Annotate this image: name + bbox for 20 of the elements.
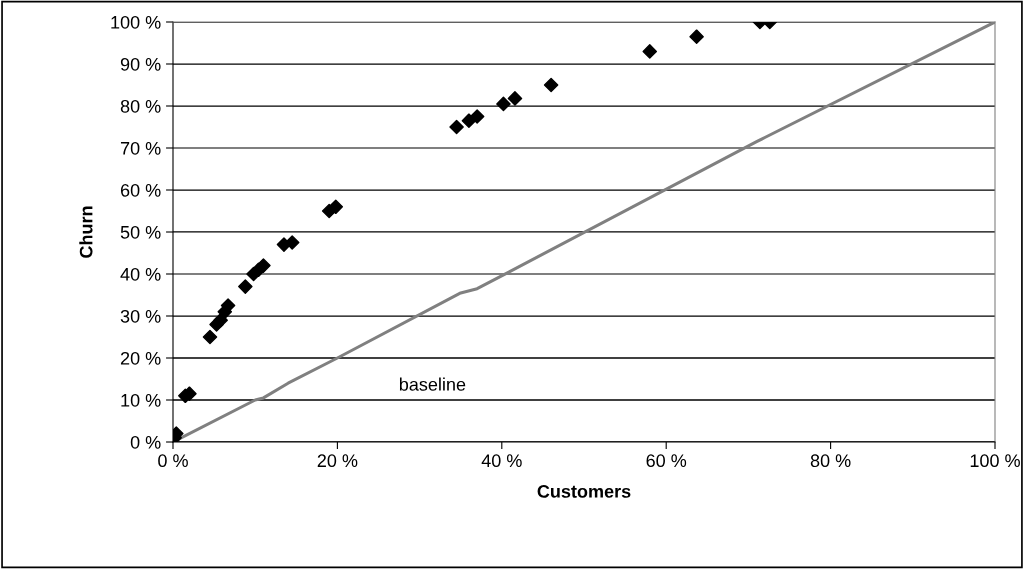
x-tick-label: 60 % bbox=[646, 454, 687, 468]
x-tick-label: 20 % bbox=[317, 454, 358, 468]
y-axis-title: Churn bbox=[79, 206, 93, 258]
x-axis-title: Customers bbox=[537, 485, 631, 498]
y-tick-label: 70 % bbox=[120, 141, 161, 155]
x-tick-label: 0 % bbox=[158, 454, 188, 468]
text: baseline bbox=[399, 377, 466, 391]
y-tick-label: 10 % bbox=[121, 393, 161, 407]
y-tick-label: 50 % bbox=[120, 225, 161, 239]
y-tick-label: 20 % bbox=[120, 351, 161, 365]
x-tick-label: 40 % bbox=[481, 454, 522, 468]
x-tick-label: 80 % bbox=[810, 454, 851, 468]
y-tick-label: 0 % bbox=[130, 435, 161, 449]
y-tick-label: 80 % bbox=[120, 99, 161, 113]
y-tick-label: 30 % bbox=[120, 309, 161, 323]
x-tick-label: 100 % bbox=[970, 454, 1020, 468]
y-tick-label: 60 % bbox=[120, 183, 161, 197]
y-tick-label: 100 % bbox=[111, 15, 161, 29]
y-tick-label: 90 % bbox=[120, 57, 161, 71]
y-tick-label: 40 % bbox=[120, 267, 161, 281]
